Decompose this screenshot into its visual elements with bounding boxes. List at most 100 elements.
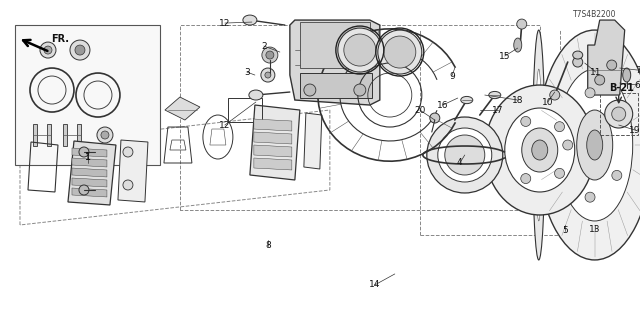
Polygon shape [300, 22, 370, 68]
Ellipse shape [607, 60, 617, 70]
Polygon shape [72, 178, 107, 187]
Polygon shape [72, 148, 107, 157]
Ellipse shape [249, 90, 263, 100]
Ellipse shape [532, 140, 548, 160]
Text: 2: 2 [261, 42, 267, 51]
Ellipse shape [123, 180, 133, 190]
Ellipse shape [384, 36, 416, 68]
Polygon shape [72, 168, 107, 177]
Ellipse shape [344, 34, 376, 66]
Text: 16: 16 [437, 100, 449, 109]
Ellipse shape [587, 130, 603, 160]
Ellipse shape [265, 72, 271, 78]
Ellipse shape [354, 84, 366, 96]
Text: 7: 7 [635, 66, 640, 75]
Polygon shape [72, 188, 107, 197]
Text: 12: 12 [220, 121, 230, 130]
Ellipse shape [79, 147, 89, 157]
Polygon shape [165, 97, 200, 120]
Text: 10: 10 [542, 98, 554, 107]
Polygon shape [588, 20, 625, 95]
Polygon shape [63, 124, 67, 146]
Ellipse shape [44, 46, 52, 54]
Polygon shape [47, 124, 51, 146]
Ellipse shape [573, 51, 583, 59]
Ellipse shape [97, 127, 113, 143]
Ellipse shape [101, 131, 109, 139]
Text: 8: 8 [265, 242, 271, 251]
Text: 1: 1 [85, 152, 91, 162]
Ellipse shape [70, 40, 90, 60]
Polygon shape [254, 158, 292, 170]
Bar [300, 73, 372, 98]
Ellipse shape [612, 107, 626, 121]
Text: 12: 12 [220, 19, 230, 28]
Text: 3: 3 [244, 68, 250, 76]
Ellipse shape [262, 47, 278, 63]
Ellipse shape [537, 30, 640, 260]
Ellipse shape [573, 57, 583, 67]
Ellipse shape [79, 185, 89, 195]
Ellipse shape [595, 75, 605, 85]
Text: 6: 6 [635, 81, 640, 90]
Text: B-21: B-21 [609, 83, 634, 93]
Ellipse shape [261, 68, 275, 82]
Polygon shape [250, 105, 300, 180]
Ellipse shape [550, 90, 560, 100]
Text: 14: 14 [369, 280, 381, 290]
Text: 13: 13 [589, 226, 600, 235]
Ellipse shape [445, 135, 484, 175]
Ellipse shape [554, 122, 564, 132]
Text: 4: 4 [457, 158, 463, 167]
Text: 11: 11 [590, 68, 602, 76]
Ellipse shape [304, 84, 316, 96]
Ellipse shape [605, 100, 633, 128]
Bar [15, 25, 160, 165]
Ellipse shape [123, 147, 133, 157]
Polygon shape [254, 132, 292, 144]
Polygon shape [68, 141, 116, 205]
Ellipse shape [484, 85, 595, 215]
Text: 17: 17 [492, 106, 504, 115]
Ellipse shape [521, 116, 531, 126]
Ellipse shape [378, 30, 422, 74]
Ellipse shape [623, 68, 630, 82]
Ellipse shape [532, 30, 545, 260]
Ellipse shape [516, 19, 527, 29]
Polygon shape [72, 158, 107, 167]
Ellipse shape [612, 110, 622, 120]
Ellipse shape [489, 92, 500, 99]
Ellipse shape [243, 15, 257, 25]
Ellipse shape [438, 128, 492, 182]
Polygon shape [290, 20, 380, 105]
Ellipse shape [577, 110, 612, 180]
Text: 9: 9 [449, 72, 454, 81]
Ellipse shape [338, 28, 382, 72]
Text: 1: 1 [85, 153, 91, 162]
Ellipse shape [536, 69, 541, 221]
Ellipse shape [612, 170, 622, 180]
Ellipse shape [554, 168, 564, 178]
Polygon shape [304, 113, 322, 169]
Text: 19: 19 [629, 125, 640, 134]
Ellipse shape [514, 38, 522, 52]
Ellipse shape [430, 113, 440, 123]
Polygon shape [77, 124, 81, 146]
Ellipse shape [40, 42, 56, 58]
Ellipse shape [563, 140, 573, 150]
Ellipse shape [266, 51, 274, 59]
Ellipse shape [461, 96, 473, 104]
Text: T7S4B2200: T7S4B2200 [573, 10, 616, 19]
Polygon shape [118, 140, 148, 202]
Polygon shape [254, 145, 292, 157]
Ellipse shape [505, 108, 575, 192]
Text: 18: 18 [512, 96, 524, 105]
Text: 20: 20 [414, 106, 426, 115]
Ellipse shape [522, 128, 557, 172]
Ellipse shape [75, 45, 85, 55]
Text: FR.: FR. [51, 34, 69, 44]
Ellipse shape [585, 88, 595, 98]
Polygon shape [254, 119, 292, 131]
Ellipse shape [557, 69, 633, 221]
Text: 5: 5 [562, 227, 568, 236]
